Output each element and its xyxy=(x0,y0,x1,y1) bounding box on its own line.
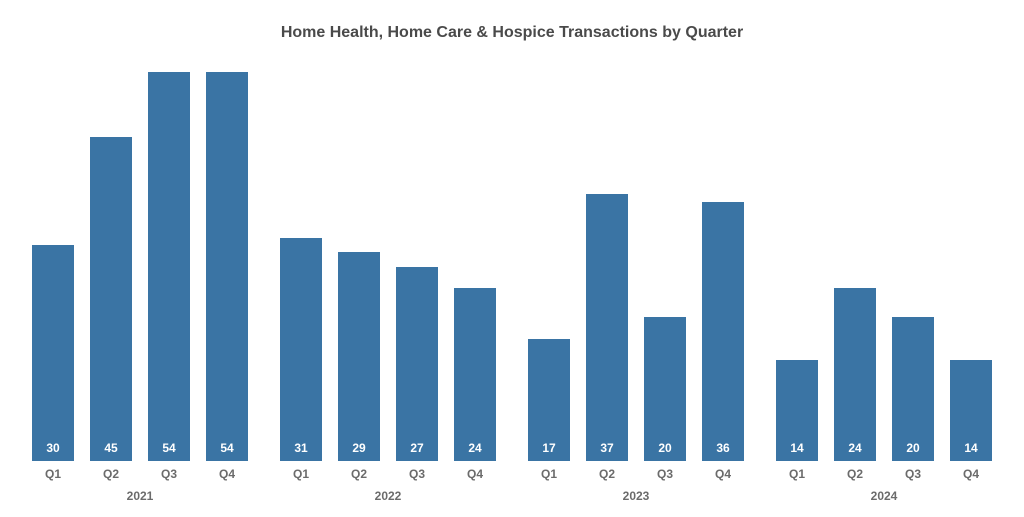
bar-value-label: 20 xyxy=(644,441,686,455)
bar-column: 27Q3 xyxy=(396,72,438,461)
quarter-label: Q1 xyxy=(528,467,570,481)
bar-value-label: 54 xyxy=(206,441,248,455)
bar-value-label: 30 xyxy=(32,441,74,455)
bar: 27 xyxy=(396,267,438,462)
quarter-label: Q2 xyxy=(834,467,876,481)
quarter-label: Q4 xyxy=(206,467,248,481)
year-group: 17Q1 37Q2 20Q3 36Q4 xyxy=(528,72,744,461)
quarter-label: Q2 xyxy=(90,467,132,481)
bar-value-label: 17 xyxy=(528,441,570,455)
quarter-label: Q1 xyxy=(280,467,322,481)
quarter-label: Q2 xyxy=(586,467,628,481)
bar: 20 xyxy=(644,317,686,461)
quarter-label: Q3 xyxy=(644,467,686,481)
quarter-label: Q3 xyxy=(396,467,438,481)
year-label: 2022 xyxy=(280,489,496,503)
bar-column: 45Q2 xyxy=(90,72,132,461)
quarter-label: Q4 xyxy=(950,467,992,481)
quarter-label: Q1 xyxy=(776,467,818,481)
bar: 14 xyxy=(950,360,992,461)
bar: 45 xyxy=(90,137,132,461)
bar-value-label: 24 xyxy=(834,441,876,455)
bar-value-label: 36 xyxy=(702,441,744,455)
bar-value-label: 24 xyxy=(454,441,496,455)
year-label: 2024 xyxy=(776,489,992,503)
year-label: 2023 xyxy=(528,489,744,503)
bar-column: 30Q1 xyxy=(32,72,74,461)
bar-column: 24Q2 xyxy=(834,72,876,461)
bar-value-label: 27 xyxy=(396,441,438,455)
bar-column: 14Q1 xyxy=(776,72,818,461)
bar-value-label: 37 xyxy=(586,441,628,455)
quarter-label: Q2 xyxy=(338,467,380,481)
bar: 36 xyxy=(702,202,744,461)
year-group: 31Q1 29Q2 27Q3 24Q4 xyxy=(280,72,496,461)
bar-value-label: 31 xyxy=(280,441,322,455)
bar: 17 xyxy=(528,339,570,461)
quarter-label: Q4 xyxy=(454,467,496,481)
bar-column: 37Q2 xyxy=(586,72,628,461)
bar: 54 xyxy=(148,72,190,461)
bar-value-label: 29 xyxy=(338,441,380,455)
bar-value-label: 54 xyxy=(148,441,190,455)
bar: 24 xyxy=(454,288,496,461)
bar-column: 54Q3 xyxy=(148,72,190,461)
bar-value-label: 20 xyxy=(892,441,934,455)
bar: 31 xyxy=(280,238,322,461)
bar: 24 xyxy=(834,288,876,461)
transactions-chart: Home Health, Home Care & Hospice Transac… xyxy=(0,0,1024,517)
bar-column: 17Q1 xyxy=(528,72,570,461)
bar-column: 54Q4 xyxy=(206,72,248,461)
bar-column: 20Q3 xyxy=(892,72,934,461)
bar-value-label: 14 xyxy=(950,441,992,455)
bar-column: 29Q2 xyxy=(338,72,380,461)
year-group: 14Q1 24Q2 20Q3 14Q4 xyxy=(776,72,992,461)
quarter-label: Q4 xyxy=(702,467,744,481)
year-group: 30Q1 45Q2 54Q3 54Q4 xyxy=(32,72,248,461)
bar-column: 20Q3 xyxy=(644,72,686,461)
bar-column: 14Q4 xyxy=(950,72,992,461)
quarter-label: Q1 xyxy=(32,467,74,481)
bar-column: 36Q4 xyxy=(702,72,744,461)
quarter-label: Q3 xyxy=(148,467,190,481)
bar: 29 xyxy=(338,252,380,461)
year-axis: 2021 2022 2023 2024 xyxy=(32,489,992,503)
bar-column: 31Q1 xyxy=(280,72,322,461)
bar: 20 xyxy=(892,317,934,461)
bar: 14 xyxy=(776,360,818,461)
bar-column: 24Q4 xyxy=(454,72,496,461)
chart-title: Home Health, Home Care & Hospice Transac… xyxy=(0,24,1024,42)
bar: 37 xyxy=(586,194,628,461)
chart-plot-area: 30Q1 45Q2 54Q3 54Q4 31Q1 29Q2 27Q3 24Q4 17Q1 37Q2… xyxy=(32,72,992,461)
year-label: 2021 xyxy=(32,489,248,503)
quarter-label: Q3 xyxy=(892,467,934,481)
bar-value-label: 45 xyxy=(90,441,132,455)
bar: 30 xyxy=(32,245,74,461)
bar: 54 xyxy=(206,72,248,461)
bar-value-label: 14 xyxy=(776,441,818,455)
